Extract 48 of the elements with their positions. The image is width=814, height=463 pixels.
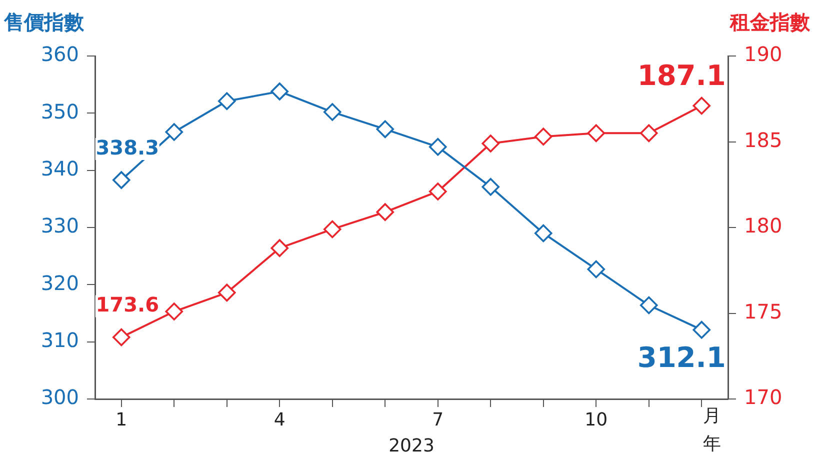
point <box>640 124 658 142</box>
point <box>218 284 236 302</box>
point <box>692 320 711 339</box>
data-label: 173.6 <box>96 292 160 316</box>
y-tick-label: 340 <box>40 156 79 181</box>
x-tick-label: 1 <box>116 409 128 430</box>
x-tick-label: 7 <box>432 409 444 430</box>
point <box>482 134 500 152</box>
point <box>323 220 342 238</box>
data-label: 338.3 <box>96 135 160 160</box>
text: 2023 <box>388 436 434 457</box>
point <box>587 124 606 142</box>
y2-axis-title: 租金指數 <box>729 10 811 34</box>
x-tick-label: 4 <box>274 409 286 430</box>
y2-tick-label: 185 <box>744 128 782 152</box>
y-tick-label: 350 <box>40 99 79 124</box>
point <box>428 138 447 156</box>
data-label: 187.1 <box>637 59 726 92</box>
y2-tick-label: 180 <box>744 214 782 238</box>
y2-tick-label: 175 <box>744 299 782 324</box>
y2-tick-label: 190 <box>744 42 782 66</box>
data-label: 312.1 <box>637 341 726 374</box>
y-axis-title: 售價指數 <box>3 10 85 34</box>
point <box>692 96 711 115</box>
x-axis-title: 月年 <box>703 406 721 455</box>
y-tick-label: 320 <box>40 270 79 295</box>
point <box>323 103 342 121</box>
point <box>428 182 447 200</box>
y-tick-label: 330 <box>40 214 79 238</box>
y-tick-label: 300 <box>40 385 79 410</box>
y-tick-label: 310 <box>40 328 79 352</box>
point <box>376 120 394 138</box>
y-tick-label: 360 <box>40 42 79 66</box>
y2-tick-label: 170 <box>744 385 782 410</box>
point <box>218 92 236 110</box>
point <box>640 296 658 314</box>
point <box>587 260 606 278</box>
point <box>112 328 130 346</box>
point <box>112 171 130 189</box>
point <box>165 123 184 141</box>
point <box>534 224 552 242</box>
point <box>482 178 500 196</box>
point <box>270 239 289 257</box>
point <box>534 128 552 146</box>
point <box>165 302 184 320</box>
point <box>376 203 394 221</box>
x-tick-label: 10 <box>584 409 608 430</box>
point <box>270 82 289 100</box>
